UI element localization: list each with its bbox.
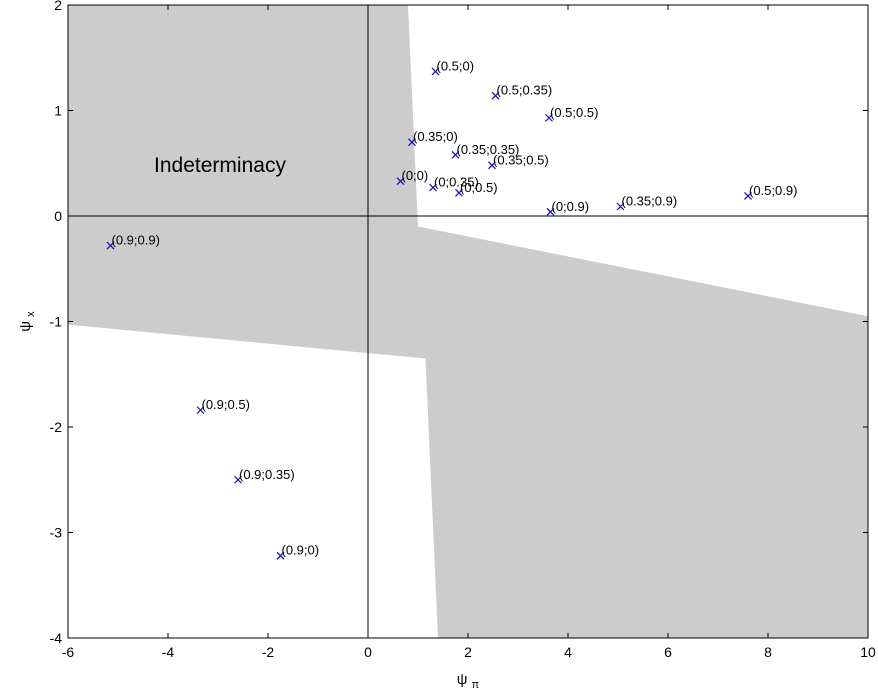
y-tick-label: -2 <box>50 419 63 435</box>
x-tick-label: 10 <box>860 644 876 660</box>
y-axis-label: ψ x <box>17 311 37 332</box>
data-point: (0.9;0) <box>276 543 320 560</box>
x-tick-label: 2 <box>464 644 472 660</box>
data-point: (0;0.35) <box>429 175 479 192</box>
x-axis-label-sub: π <box>472 679 480 691</box>
data-point: (0.5;0.9) <box>744 183 797 200</box>
x-tick-label: -6 <box>62 644 75 660</box>
x-tick-label: 8 <box>764 644 772 660</box>
data-point: (0;0.9) <box>546 199 590 216</box>
y-tick-label: -1 <box>50 314 63 330</box>
y-tick-label: 2 <box>54 0 62 13</box>
indeterminacy-region <box>68 5 868 638</box>
data-point: (0;0) <box>396 168 429 186</box>
point-marker-stroke-b <box>491 91 500 100</box>
point-marker-stroke-b <box>429 183 437 192</box>
indeterminacy-region-layer <box>68 5 868 638</box>
x-tick-label: 6 <box>664 644 672 660</box>
data-point: (0;0.5) <box>455 180 498 197</box>
point-marker-stroke-b <box>545 113 553 122</box>
y-tick-label: 1 <box>54 103 62 119</box>
point-label: (0;0.5) <box>460 180 498 195</box>
data-point: (0.5;0.35) <box>491 83 553 100</box>
point-marker-stroke-b <box>196 406 205 415</box>
x-tick-label: -4 <box>162 644 175 660</box>
point-label: (0.9;0.9) <box>112 233 160 248</box>
point-marker-stroke-b <box>234 475 242 484</box>
point-label: (0.35;0) <box>413 129 458 144</box>
x-tick-label: 4 <box>564 644 572 660</box>
point-label: (0;0) <box>402 168 429 183</box>
point-marker-stroke-b <box>408 138 416 147</box>
x-axis-label: ψ π <box>457 671 480 691</box>
data-point: (0.35;0.9) <box>616 194 678 211</box>
data-point: (0.9;0.9) <box>106 233 160 250</box>
x-axis-label-main: ψ <box>457 671 468 688</box>
point-marker-stroke-b <box>276 551 285 560</box>
data-point: (0.35;0.35) <box>451 142 520 159</box>
point-label: (0.5;0.5) <box>550 105 598 120</box>
point-label: (0.35;0.9) <box>622 194 678 209</box>
y-tick-label: -3 <box>50 525 63 541</box>
point-label: (0.9;0.5) <box>202 397 250 412</box>
point-label: (0.35;0.35) <box>457 142 520 157</box>
point-label: (0.5;0.35) <box>497 83 553 98</box>
y-tick-label: 0 <box>54 208 62 224</box>
y-axis-label-main: ψ <box>17 321 34 332</box>
y-tick-label: -4 <box>50 630 63 646</box>
data-point: (0.9;0.5) <box>196 397 250 415</box>
point-marker-stroke-b <box>431 67 440 76</box>
data-point: (0.35;0.5) <box>488 152 549 170</box>
x-tick-label: -2 <box>262 644 275 660</box>
point-marker-stroke-b <box>451 150 460 159</box>
point-marker-stroke-b <box>744 192 752 200</box>
point-label: (0.9;0) <box>282 543 320 558</box>
point-marker-stroke-b <box>106 241 115 250</box>
point-marker-stroke-b <box>396 177 405 186</box>
point-label: (0;0.35) <box>434 175 479 190</box>
data-point: (0.9;0.35) <box>234 467 295 484</box>
point-marker-stroke-b <box>616 202 625 211</box>
svg-text:ψ π: ψ π <box>457 671 480 691</box>
points-layer: (0.5;0)(0.5;0.35)(0.5;0.5)(0.35;0)(0.35;… <box>106 58 797 560</box>
point-label: (0.5;0.9) <box>749 183 797 198</box>
data-point: (0.35;0) <box>408 129 458 147</box>
data-point: (0.5;0.5) <box>545 105 598 122</box>
point-label: (0.9;0.35) <box>239 467 295 482</box>
point-label: (0;0.9) <box>552 199 590 214</box>
y-axis-label-sub: x <box>25 311 37 317</box>
svg-text:ψ x: ψ x <box>17 311 37 332</box>
point-marker-stroke-b <box>455 188 463 197</box>
point-label: (0.5;0) <box>437 58 475 73</box>
point-marker-stroke-b <box>546 207 555 216</box>
point-label: (0.35;0.5) <box>493 152 549 167</box>
point-marker-stroke-b <box>488 161 496 170</box>
indeterminacy-annotation: Indeterminacy <box>154 154 286 177</box>
x-tick-label: 0 <box>364 644 372 660</box>
data-point: (0.5;0) <box>431 58 475 76</box>
